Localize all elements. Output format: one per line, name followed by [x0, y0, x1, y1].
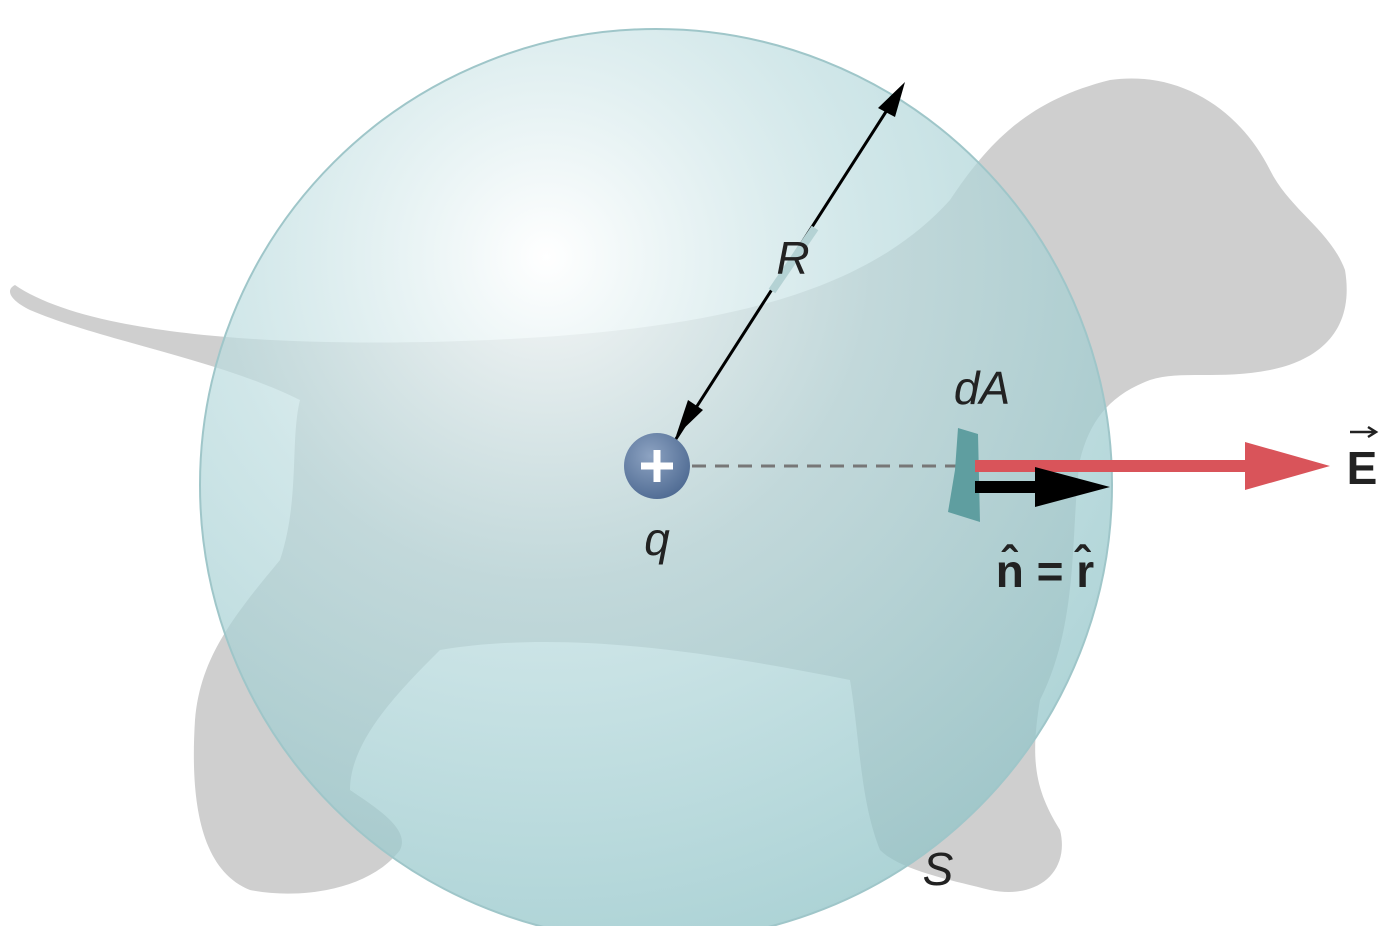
- radius-gap: [768, 225, 819, 294]
- normal-arrowhead: [1035, 467, 1110, 507]
- field-arrowhead: [1245, 442, 1330, 490]
- plus-sign: [641, 450, 673, 482]
- field-label: E: [1347, 442, 1378, 494]
- charge-label: q: [644, 513, 670, 565]
- area-label: dA: [954, 362, 1010, 414]
- area-element: [948, 428, 980, 522]
- surface-label: S: [923, 843, 954, 895]
- radius-arrowhead-inner: [676, 400, 703, 436]
- normal-label: n̂ = r̂: [996, 544, 1095, 597]
- radius-arrowhead-outer: [878, 82, 905, 117]
- radius-label: R: [776, 232, 809, 284]
- vector-arrow: [1350, 425, 1379, 439]
